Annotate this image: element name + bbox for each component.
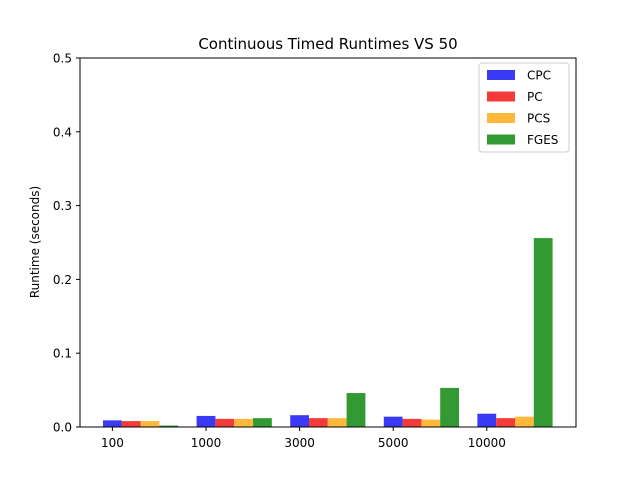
bar-cpc-1000: [196, 415, 216, 427]
bar-pcs-1000: [234, 418, 253, 427]
bar-pc-100: [121, 421, 141, 427]
bar-cpc-3000: [290, 415, 309, 427]
bar-pc-10000: [496, 418, 515, 427]
y-tick-label: 0.0: [53, 421, 72, 435]
bar-pc-3000: [309, 418, 328, 427]
y-tick-label: 0.4: [53, 125, 72, 139]
bar-fges-10000: [533, 238, 553, 427]
y-tick-label: 0.5: [53, 52, 72, 66]
y-tick-label: 0.2: [53, 273, 72, 287]
legend-label-pc: PC: [527, 90, 543, 104]
plot-area-frame: [79, 57, 577, 428]
x-tick-label: 100: [101, 436, 124, 450]
bar-pcs-100: [140, 421, 160, 427]
bar-cpc-5000: [383, 416, 403, 427]
bar-cpc-10000: [477, 413, 497, 427]
legend-swatch-pc: [487, 91, 515, 102]
bars-group: [103, 238, 553, 427]
bar-pc-1000: [215, 418, 235, 427]
y-axis-label: Runtime (seconds): [28, 186, 42, 298]
y-tick-label: 0.3: [53, 199, 72, 213]
bar-fges-5000: [440, 387, 459, 427]
bar-fges-100: [159, 425, 179, 427]
legend-swatch-cpc: [487, 70, 515, 80]
bar-fges-1000: [253, 418, 272, 427]
legend-swatch-fges: [487, 134, 515, 145]
bar-fges-3000: [346, 393, 366, 427]
bar-pcs-3000: [327, 418, 347, 427]
x-tick-label: 5000: [378, 436, 409, 450]
x-tick-label: 3000: [284, 436, 315, 450]
y-tick-label: 0.1: [53, 347, 72, 361]
y-axis-ticks: 0.0 0.1 0.2 0.3 0.4 0.5: [53, 52, 80, 435]
bar-cpc-100: [103, 420, 122, 427]
legend-label-cpc: CPC: [527, 69, 551, 83]
legend: CPC PC PCS FGES: [478, 62, 570, 153]
x-tick-label: 1000: [191, 436, 222, 450]
legend-box: [478, 62, 570, 153]
chart-title: Continuous Timed Runtimes VS 50: [198, 35, 457, 53]
legend-swatch-pcs: [487, 113, 515, 123]
legend-label-fges: FGES: [527, 133, 558, 147]
bar-pc-5000: [402, 418, 422, 427]
x-axis-ticks: 100 1000 3000 5000 10000: [101, 427, 506, 450]
x-tick-label: 10000: [468, 436, 506, 450]
bar-pcs-5000: [421, 419, 441, 427]
bar-pcs-10000: [515, 416, 534, 427]
legend-label-pcs: PCS: [527, 112, 550, 126]
